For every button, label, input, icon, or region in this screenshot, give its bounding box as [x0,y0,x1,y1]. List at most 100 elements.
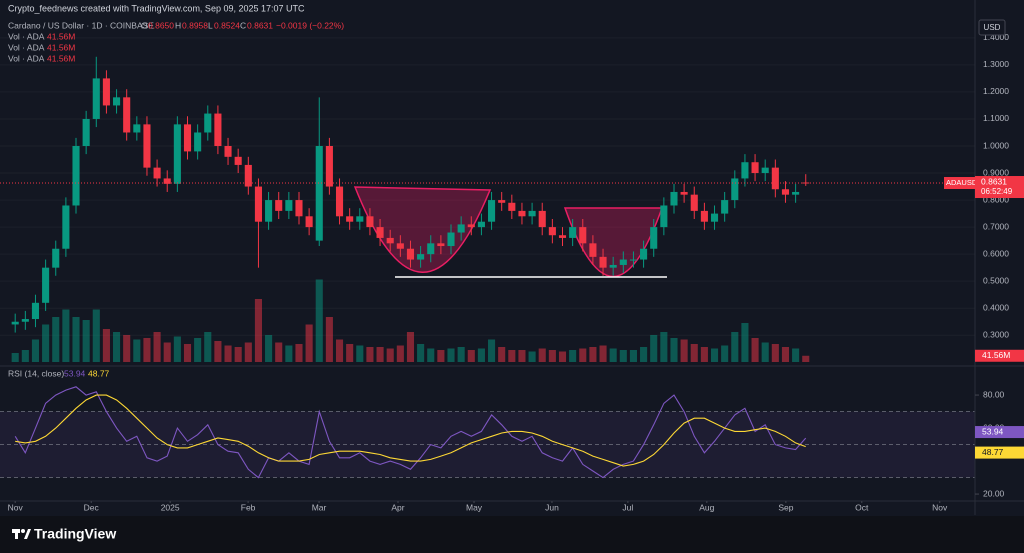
candle-body [183,124,192,152]
volume-bar [457,347,465,362]
volume-bar [640,347,648,362]
pattern-drawings [353,186,667,278]
candle-body [629,259,637,261]
volume-bar [214,341,222,362]
candle-body [366,216,374,228]
volume-bar [325,317,333,362]
candle-body [761,167,769,174]
candle-body [72,146,80,206]
volume-bar [508,350,516,362]
volume-bar [599,345,607,362]
candle-body [538,210,546,228]
rsi-ma-line [15,394,806,467]
candle-body [670,191,678,206]
volume-bar [488,339,496,362]
volume-bar [670,338,678,362]
candle-body [275,200,283,211]
volume-bar [751,338,759,362]
y-tick-label: 0.5000 [983,275,1009,285]
candle-body [92,78,100,119]
rsi-ma-value: 48.77 [88,368,110,378]
logo-mark [15,529,18,539]
volume-legend-label: Vol · ADA [8,53,45,63]
candle-body [528,210,536,217]
y-tick-label: 0.7000 [983,221,1009,231]
currency-button-frame[interactable] [978,19,1006,36]
volume-bar [518,350,526,362]
rsi-pane [0,386,975,479]
rsi-badge [975,426,1024,439]
ohlc-key: O [141,20,148,30]
currency-button-label[interactable]: USD [984,23,1001,32]
x-tick-label: Sep [778,502,793,512]
volume-bar [761,342,769,362]
axes: 0.3000 0.4000 0.5000 0.6000 0.7000 0.8000 0.90… [8,32,1024,512]
price-badge [975,176,1024,199]
candle-body [488,200,496,222]
volume-bar [802,355,810,362]
volume-bar [660,332,668,362]
volume-bar [62,309,70,362]
candle-body [589,243,597,257]
x-tick-label: Mar [312,502,327,512]
candle-body [325,146,333,187]
volume-bar [376,347,384,362]
volume-bar [650,335,658,362]
logo-mark [24,529,31,539]
candle-body [52,248,60,268]
volume-bar [31,339,40,362]
x-tick-label: Aug [699,502,714,512]
candle-body [406,248,415,260]
volume-bar [417,344,425,362]
symbol-badge [944,177,975,190]
candle-body [427,243,435,255]
candle-body [315,146,323,241]
candle-body [82,118,90,146]
y-tick-label: 0.3000 [983,330,1009,340]
volume-bar [275,342,283,362]
y-tick-label: 0.4000 [983,302,1009,312]
volume-bar [589,347,597,362]
y-tick-label: 20.00 [983,488,1005,498]
ohlc-value: 0.8958 [182,20,208,30]
x-tick-label: Oct [855,502,869,512]
volume-bar [710,348,719,362]
volume-bar [92,309,100,362]
price-badge-countdown: 06:52:49 [981,187,1013,196]
volume-bar [619,350,627,362]
candle-body [802,182,810,184]
volume-bar [386,348,394,362]
volume-bar [265,335,273,362]
x-tick-label: Feb [241,502,256,512]
volume-bar [771,344,779,362]
x-tick-label: Jul [622,502,633,512]
x-tick-label: Jun [545,502,559,512]
volume-bar [102,329,110,362]
candle-body [498,200,506,203]
price-pane [0,56,975,333]
candle-body [346,216,354,222]
volume-bar [11,353,19,362]
candle-body [204,113,212,133]
volume-bar [548,350,556,362]
volume-bar [204,332,212,362]
currency-button[interactable]: USD [978,19,1006,36]
y-tick-label: 80.00 [983,389,1005,399]
volume-bar [234,347,242,362]
candle-body [123,97,131,133]
volume-bar [153,332,161,362]
volume-bar [569,350,577,362]
y-tick-label: 0.8000 [983,194,1009,204]
candle-body [244,164,252,187]
volume-bar [285,345,293,362]
x-tick-label: Apr [391,502,404,512]
volume-bar [173,336,181,362]
candle-body [771,167,779,190]
volume-bar [538,348,546,362]
volume-legend-value: 41.56M [47,31,75,41]
rsi-badge [975,446,1024,459]
candle-body [386,237,394,244]
candle-body [751,162,759,174]
volume-bar [113,332,121,362]
volume-bar [741,323,749,362]
